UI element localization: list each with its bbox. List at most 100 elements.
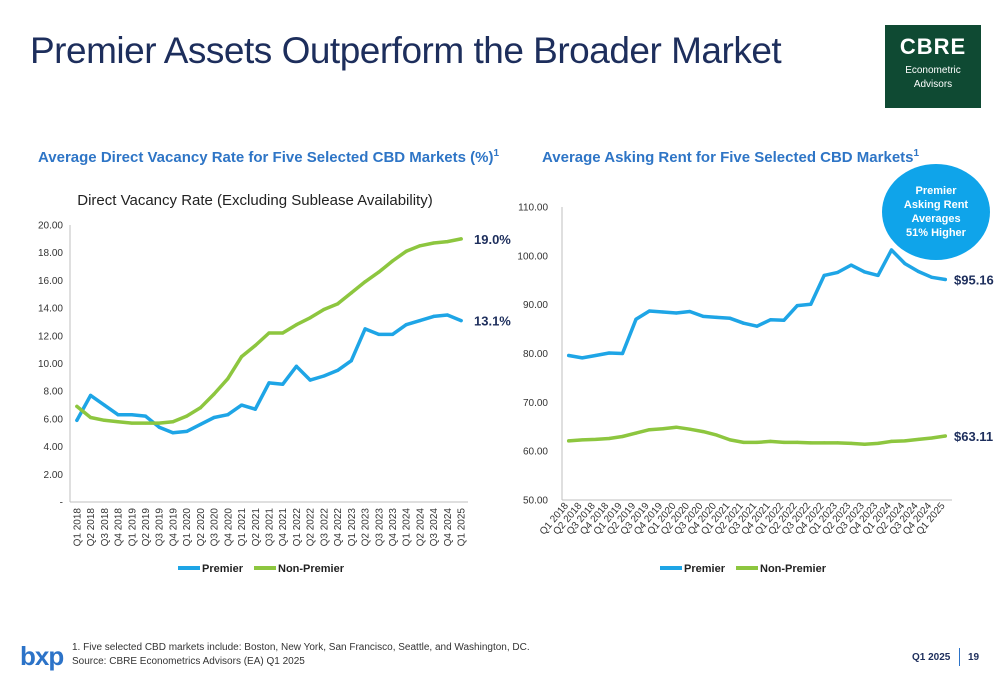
chart1-data-point [171,420,175,424]
chart2-data-point [930,275,934,279]
chart1-data-point [322,374,326,378]
chart1-data-point [253,343,257,348]
footnote: 1. Five selected CBD markets include: Bo… [72,641,530,669]
chart1-end-label: 19.0% [474,232,511,247]
chart1-y-tick-label: 12.00 [38,331,63,342]
chart2-data-point [701,430,705,434]
chart1-data-point [294,364,299,368]
chart1-data-point [102,418,106,422]
chart1-data-point [377,270,381,274]
chart1-data-point [198,406,202,410]
chart2-data-point [634,431,638,435]
chart1-data-point [143,414,148,418]
chart2-data-point [661,310,665,314]
premier-rent-callout: Premier Asking Rent Averages 51% Higher [882,164,990,260]
chart1-x-tick-label: Q3 2024 [429,508,440,547]
chart1-x-tick-label: Q2 2023 [361,508,372,547]
chart1-data-point [185,414,189,418]
chart2-data-point [916,269,920,274]
chart1-data-point [281,382,285,386]
chart2-data-point [594,353,598,358]
chart1-x-tick-label: Q4 2022 [333,508,344,547]
chart1-data-point [459,318,463,323]
chart2-data-point [862,270,867,274]
chart1-x-tick-label: Q4 2024 [443,508,454,547]
chart1-x-tick-label: Q4 2019 [168,508,179,547]
chart1-y-tick-label: 14.00 [38,304,63,315]
chart2-series-line-premier [566,248,948,360]
chart2-data-point [849,263,853,267]
chart2-legend-label: Non-Premier [760,563,827,575]
chart1-data-point [226,377,230,381]
page-title: Premier Assets Outperform the Broader Ma… [30,30,782,71]
chart2-data-point [782,440,786,444]
chart1-data-point [116,413,120,417]
chart1-data-point [363,327,367,331]
chart2-data-point [594,437,598,442]
chart1-x-tick-label: Q3 2018 [100,508,111,547]
chart1-x-tick-label: Q3 2020 [210,508,221,547]
chart2-data-point [768,439,773,443]
chart1-y-tick-label: 8.00 [44,387,64,398]
chart1-data-point [308,316,312,320]
chart2-data-point [688,427,692,431]
chart1-title: Direct Vacancy Rate (Excluding Sublease … [77,192,432,209]
chart2-y-tick-label: 50.00 [523,496,548,507]
chart2-data-point [620,351,625,356]
chart2-data-point [862,442,867,446]
chart1-data-point [116,420,120,424]
chart1-data-point [171,431,175,435]
chart1-data-point [363,280,367,284]
chart1-data-point [267,331,271,335]
callout-line-4: 51% Higher [906,227,966,239]
chart1-y-tick-label: 16.00 [38,276,63,287]
chart1-y-tick-label: 10.00 [38,359,63,370]
footnote-source: Source: CBRE Econometrics Advisors (EA) … [72,656,305,667]
chart1-x-tick-label: Q2 2024 [415,508,426,547]
chart2-data-point [809,441,813,445]
chart2-data-point [916,437,920,442]
chart1-x-tick-label: Q4 2021 [278,508,289,547]
chart2-data-point [661,427,665,431]
chart2-data-point [822,441,826,445]
chart1-data-point [75,418,79,422]
chart2-data-point [782,318,786,322]
chart1-data-point [336,368,340,373]
chart1-x-tick-label: Q3 2022 [319,508,330,547]
chart2-data-point [889,439,894,443]
chart1-data-point [157,425,161,429]
chart1-y-tick-label: 4.00 [44,442,64,453]
bxp-logo: bxp [20,641,64,671]
chart1-x-tick-label: Q3 2019 [155,508,166,547]
page-number: 19 [968,652,980,663]
chart1-data-point [445,313,450,317]
chart1-data-point [418,318,422,323]
chart2-y-tick-label: 100.00 [517,251,548,262]
chart1-x-tick-label: Q2 2022 [306,508,317,547]
chart2-end-label: $63.11 [954,429,993,444]
chart2-data-point [768,318,773,322]
chart2-data-point [903,439,907,443]
footnote-1: 1. Five selected CBD markets include: Bo… [72,642,530,653]
chart2-data-point [822,273,826,277]
chart2-data-point [930,436,934,440]
chart2-y-tick-label: 90.00 [523,300,548,311]
chart2-data-point [728,316,732,320]
chart1-data-point [404,249,408,253]
chart1-data-point [212,415,216,420]
chart2-y-tick-label: 70.00 [523,398,548,409]
chart2-data-point [795,304,799,308]
chart2-data-point [755,440,759,444]
chart1-data-point [432,241,436,245]
chart1-data-point [349,359,353,363]
chart2-legend-label: Premier [684,563,726,575]
chart1-data-point [432,314,436,319]
chart1-legend-label: Non-Premier [278,563,345,575]
chart1-data-point [239,354,244,359]
cbre-logo: CBRE Econometric Advisors [885,25,981,108]
chart2-data-point [674,425,678,429]
chart1-data-point [459,237,463,241]
chart1-data-point [130,421,134,425]
chart1-x-tick-label: Q2 2021 [251,508,262,547]
chart2-data-point [567,439,571,443]
